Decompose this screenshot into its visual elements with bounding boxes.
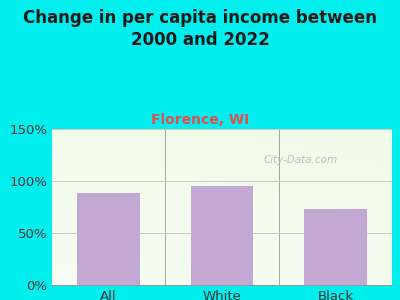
Bar xyxy=(78,194,140,285)
Text: City-Data.com: City-Data.com xyxy=(263,155,337,165)
Bar xyxy=(191,186,253,285)
Bar xyxy=(304,209,366,285)
Text: Change in per capita income between
2000 and 2022: Change in per capita income between 2000… xyxy=(23,9,377,49)
Text: Florence, WI: Florence, WI xyxy=(151,112,249,127)
